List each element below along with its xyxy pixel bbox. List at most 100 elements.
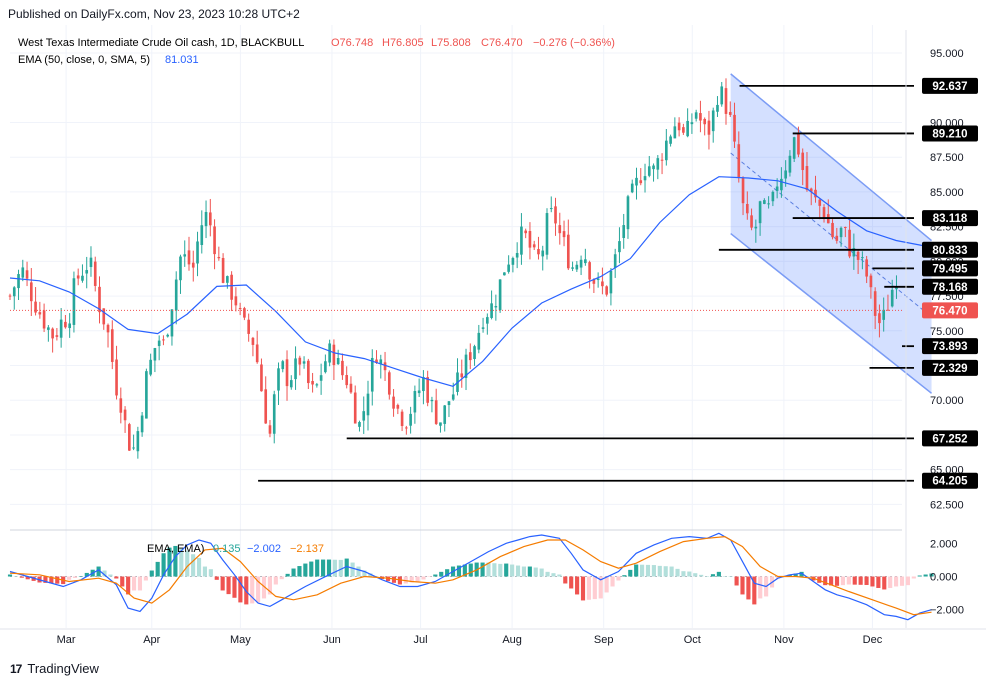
macd-hist-bar xyxy=(580,576,586,601)
time-tick-label: May xyxy=(230,634,251,646)
candle xyxy=(358,420,361,432)
macd-hist-bar xyxy=(191,554,196,577)
time-tick-label: Jul xyxy=(414,634,428,646)
candle xyxy=(618,227,621,264)
macd-hist-bar xyxy=(610,576,615,587)
macd-hist-bar xyxy=(716,571,721,577)
candle xyxy=(387,370,391,400)
candle-body xyxy=(413,391,417,413)
macd-hist-bar xyxy=(604,576,609,593)
macd-hist-bar xyxy=(864,576,869,585)
candle xyxy=(592,278,596,294)
macd-hist-bar xyxy=(722,576,727,578)
channel-mid-line xyxy=(730,152,932,318)
candle xyxy=(366,380,370,431)
level-tag-box xyxy=(922,77,978,94)
candle-body xyxy=(25,270,29,279)
grid xyxy=(10,25,902,628)
candle xyxy=(728,101,732,117)
macd-hist-bar xyxy=(592,576,597,600)
candle-body xyxy=(268,425,272,434)
macd-hist-bar xyxy=(415,576,420,582)
horizontal-levels xyxy=(258,84,914,482)
level-tag-label: 89.210 xyxy=(932,128,967,140)
macd-hist-bar xyxy=(840,576,845,586)
candle-body xyxy=(149,359,152,375)
channel-fill xyxy=(730,73,932,394)
candle xyxy=(285,350,289,401)
macd-hist-bar xyxy=(693,573,698,577)
candle-body xyxy=(409,413,412,426)
macd-hist-bar xyxy=(569,576,574,589)
tradingview-logo[interactable]: 17 TradingView xyxy=(10,661,99,676)
macd-hist-value: 0.135 xyxy=(213,543,241,555)
candle-body xyxy=(677,122,681,131)
candle xyxy=(400,409,404,432)
candle-body xyxy=(852,248,856,257)
ohlc-high: H76.805 xyxy=(382,37,424,49)
candle xyxy=(673,117,677,139)
candle-body xyxy=(473,346,476,360)
macd-hist-bar xyxy=(279,576,284,580)
candle xyxy=(196,231,199,277)
candle-body xyxy=(132,447,135,449)
candle xyxy=(468,343,472,370)
level-tag: 64.205 xyxy=(922,472,978,489)
candle xyxy=(217,246,221,261)
candle xyxy=(204,200,208,239)
candle-body xyxy=(822,207,826,218)
candle-body xyxy=(221,257,225,283)
macd-hist-bar xyxy=(43,576,48,583)
macd-hist-bar xyxy=(929,573,934,577)
macd-hist-bar xyxy=(894,576,899,587)
candle xyxy=(311,372,314,393)
candle xyxy=(643,163,647,193)
candle xyxy=(213,219,216,270)
candle-body xyxy=(443,405,447,424)
candle-body xyxy=(562,231,566,238)
candle xyxy=(345,366,349,389)
candle-body xyxy=(601,281,604,287)
candle xyxy=(251,336,255,357)
candle-body xyxy=(878,313,881,324)
candle-body xyxy=(12,287,16,297)
candle xyxy=(694,109,698,122)
candle xyxy=(558,212,562,245)
candle-body xyxy=(21,267,25,278)
macd-hist-bar xyxy=(628,569,633,577)
candle xyxy=(780,167,783,198)
candle xyxy=(647,155,651,178)
candle-body xyxy=(498,279,502,311)
candle-body xyxy=(17,274,20,289)
candle xyxy=(797,126,800,158)
candle-body xyxy=(588,262,591,280)
candle xyxy=(771,190,775,207)
candle xyxy=(588,260,591,289)
candle xyxy=(584,248,587,266)
candle xyxy=(302,356,306,369)
candle xyxy=(106,323,110,348)
candle-body xyxy=(728,111,732,115)
candle xyxy=(741,176,745,216)
candle-body xyxy=(98,286,101,313)
candle xyxy=(520,213,523,265)
candle-body xyxy=(797,133,800,155)
candle-body xyxy=(503,272,506,276)
candle-body xyxy=(349,383,353,393)
candle xyxy=(562,220,566,247)
candle-body xyxy=(890,289,894,307)
candle-body xyxy=(622,225,626,238)
candle xyxy=(353,385,357,424)
candle-body xyxy=(375,359,378,363)
candle xyxy=(264,376,268,424)
macd-hist-bar xyxy=(911,576,916,579)
macd-hist-bar xyxy=(829,576,834,586)
candle-body xyxy=(447,401,451,406)
candle-body xyxy=(89,257,93,268)
candle xyxy=(379,354,383,379)
candle xyxy=(187,236,191,271)
candle xyxy=(839,226,843,247)
candle-body xyxy=(720,86,724,105)
macd-hist-bar xyxy=(344,558,349,577)
